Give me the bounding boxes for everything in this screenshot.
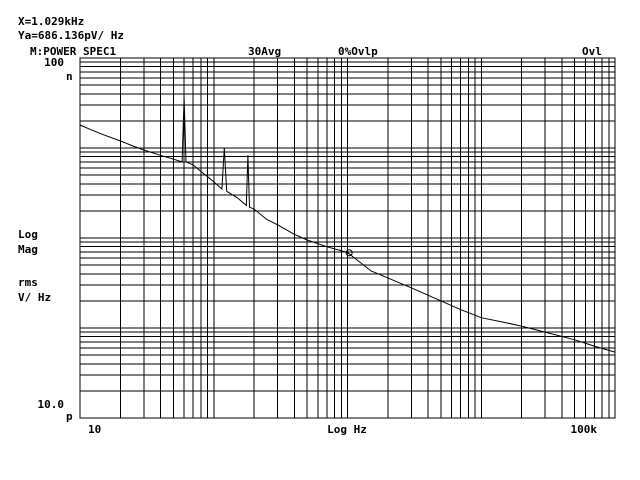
y-prefix: p: [66, 410, 73, 423]
y-prefix: n: [66, 70, 73, 83]
overlap-label: 0%Ovlp: [338, 45, 378, 58]
marker-y-readout: Ya=686.136pV/ Hz: [18, 29, 124, 42]
y-label: Log: [18, 228, 38, 241]
y-tick-label: 10.0: [38, 398, 65, 411]
y-label: V/ Hz: [18, 291, 51, 304]
marker: [345, 249, 353, 257]
plot-border: [79, 57, 616, 419]
y-tick-label: 100: [44, 56, 64, 69]
spectrum-line: [79, 97, 616, 353]
avg-label: 30Avg: [248, 45, 281, 58]
x-label: Log Hz: [327, 423, 367, 436]
x-tick-label: 10: [88, 423, 101, 436]
x-tick-label: 100k: [571, 423, 598, 436]
chart-title: M:POWER SPEC1: [30, 45, 116, 58]
marker-x-readout: X=1.029kHz: [18, 15, 84, 28]
y-label: rms: [18, 276, 38, 289]
overload-label: Ovl: [582, 45, 602, 58]
y-label: Mag: [18, 243, 38, 256]
